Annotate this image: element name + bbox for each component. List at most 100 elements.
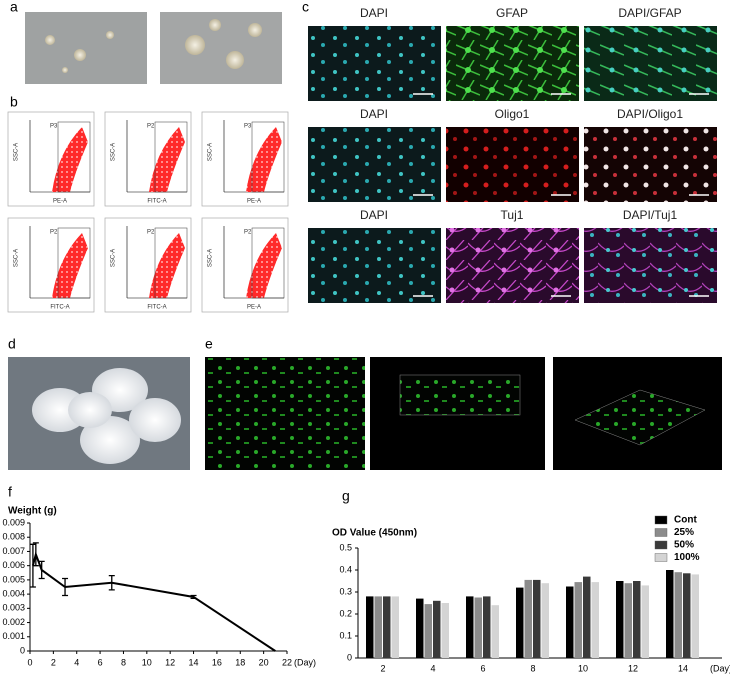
bar xyxy=(533,579,541,658)
y-tick-label: 0 xyxy=(20,645,25,655)
flow-x-label: FITC-A xyxy=(147,199,166,205)
x-tick-label: 6 xyxy=(98,657,103,667)
x-tick-label: 18 xyxy=(235,657,245,667)
bar xyxy=(466,596,474,658)
flow-cloud xyxy=(52,233,88,298)
x-tick-label: 2 xyxy=(51,657,56,667)
stain-label: DAPI/Tuj1 xyxy=(623,208,678,222)
gate xyxy=(57,227,91,299)
gate xyxy=(57,121,91,193)
y-tick-label: 0.006 xyxy=(2,560,25,570)
flow-cloud xyxy=(149,127,185,192)
legend-label: 100% xyxy=(674,552,700,563)
flow-cloud xyxy=(246,127,282,192)
bar xyxy=(433,600,441,658)
bar xyxy=(574,582,582,658)
x-tick-label: 4 xyxy=(430,663,435,673)
micrograph xyxy=(584,228,717,303)
gate-label: P2 xyxy=(50,230,58,236)
panel-label: d xyxy=(8,336,16,352)
stain-label: DAPI/Oligo1 xyxy=(617,107,683,121)
stain-label: Tuj1 xyxy=(501,208,524,222)
x-tick-label: 6 xyxy=(480,663,485,673)
flow-x-label: PE-A xyxy=(53,199,67,205)
flow-cloud xyxy=(149,233,185,298)
y-tick-label: 0.008 xyxy=(2,532,25,542)
bar xyxy=(666,570,674,658)
flow-y-label: SSC-A xyxy=(111,143,117,161)
bar xyxy=(491,605,499,658)
legend-swatch xyxy=(654,528,668,537)
error-bar xyxy=(62,577,69,597)
bar xyxy=(524,579,532,658)
flow-y-label: SSC-A xyxy=(14,143,20,161)
gate-label: P2 xyxy=(147,124,155,130)
micrograph xyxy=(584,26,717,101)
panel-label: b xyxy=(10,94,18,110)
gate xyxy=(154,121,188,193)
flow-y-label: SSC-A xyxy=(14,249,20,267)
x-tick-label: 12 xyxy=(628,663,638,673)
error-bar xyxy=(38,560,45,580)
x-tick-label: 2 xyxy=(380,663,385,673)
bar xyxy=(483,596,491,658)
stain-label: DAPI xyxy=(360,6,388,20)
gate xyxy=(251,227,285,299)
bar xyxy=(441,603,449,658)
bar xyxy=(641,585,649,658)
y-axis-title: OD Value (450nm) xyxy=(332,528,417,539)
y-tick-label: 0.009 xyxy=(2,517,25,527)
y-tick-label: 0.1 xyxy=(339,630,352,640)
bar xyxy=(624,583,632,658)
x-tick-label: 8 xyxy=(121,657,126,667)
bar xyxy=(516,587,524,658)
stain-label: GFAP xyxy=(496,6,528,20)
bar xyxy=(474,597,482,658)
flow-y-label: SSC-A xyxy=(208,249,214,267)
stain-label: Oligo1 xyxy=(495,107,530,121)
micrograph xyxy=(308,26,441,101)
legend-label: 50% xyxy=(674,540,694,551)
bar xyxy=(391,596,399,658)
legend-swatch xyxy=(654,515,668,525)
y-axis-title: Weight (g) xyxy=(8,506,57,517)
bar xyxy=(674,572,682,658)
x-tick-label: 12 xyxy=(165,657,175,667)
micrograph xyxy=(308,127,441,202)
error-bar xyxy=(32,542,39,567)
gate-label: P2 xyxy=(147,230,155,236)
panel-label: c xyxy=(302,0,309,15)
micrograph xyxy=(160,12,282,84)
stain-label: DAPI/GFAP xyxy=(618,6,681,20)
x-axis-title: (Day) xyxy=(294,657,316,667)
x-tick-label: 14 xyxy=(678,663,688,673)
x-tick-label: 8 xyxy=(530,663,535,673)
bar xyxy=(616,581,624,658)
flow-x-label: FITC-A xyxy=(50,305,69,311)
bar xyxy=(691,574,699,658)
panel-label: f xyxy=(8,484,12,500)
stain-label: DAPI xyxy=(360,208,388,222)
bar xyxy=(366,596,374,658)
micrograph xyxy=(308,228,441,303)
y-tick-label: 0.003 xyxy=(2,603,25,613)
bar xyxy=(683,573,691,658)
legend-swatch xyxy=(654,540,668,550)
flow-y-label: SSC-A xyxy=(208,143,214,161)
flow-x-label: PE-A xyxy=(247,199,261,205)
line xyxy=(31,550,276,652)
gate xyxy=(154,227,188,299)
x-tick-label: 10 xyxy=(578,663,588,673)
legend-label: 25% xyxy=(674,527,694,538)
gate xyxy=(251,121,285,193)
x-tick-label: 10 xyxy=(142,657,152,667)
y-tick-label: 0.5 xyxy=(339,542,352,552)
bar xyxy=(424,604,432,658)
bar xyxy=(383,596,391,658)
flow-y-label: SSC-A xyxy=(111,249,117,267)
y-tick-label: 0.3 xyxy=(339,586,352,596)
x-axis-title: (Day) xyxy=(710,663,730,673)
flow-x-label: PE-A xyxy=(247,305,261,311)
x-tick-label: 20 xyxy=(259,657,269,667)
